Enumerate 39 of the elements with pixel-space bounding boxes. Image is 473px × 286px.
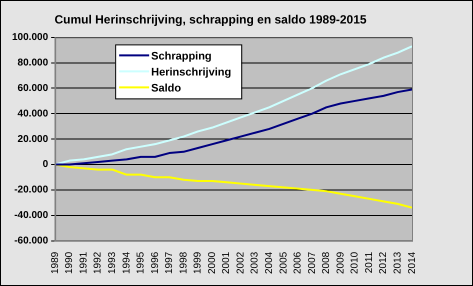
- x-tick-label: 2008: [321, 251, 332, 274]
- y-tick-label: 40.000: [18, 108, 49, 120]
- legend-label: Herinschrijving: [151, 66, 232, 78]
- x-tick-label: 1991: [78, 251, 90, 274]
- x-tick-label: 2010: [350, 251, 361, 274]
- x-tick-label: 1990: [64, 251, 76, 274]
- x-tick-label: 1993: [106, 251, 118, 274]
- x-tick-label: 1997: [164, 251, 176, 274]
- x-tick-label: 2006: [292, 251, 304, 274]
- x-tick-label: 2014: [406, 251, 418, 274]
- chart-title: Cumul Herinschrijving, schrapping en saldo 1989-2015: [54, 12, 367, 27]
- legend-label: Schrapping: [151, 50, 212, 62]
- x-tick-label: 2007: [306, 251, 318, 274]
- y-tick-label: -40.000: [14, 210, 49, 222]
- x-tick-label: 2012: [378, 251, 390, 274]
- x-tick-label: 2003: [250, 251, 261, 274]
- x-tick-label: 2005: [278, 251, 290, 274]
- x-tick-label: 2011: [364, 251, 375, 274]
- x-tick-label: 2001: [221, 251, 232, 274]
- x-tick-label: 2013: [392, 251, 404, 274]
- x-tick-label: 1992: [92, 251, 104, 274]
- x-tick-label: 1995: [136, 251, 147, 274]
- x-tick-label: 1998: [178, 251, 190, 274]
- y-tick-label: -20.000: [14, 184, 49, 196]
- x-tick-label: 2009: [335, 251, 346, 274]
- y-tick-label: 20.000: [18, 134, 49, 145]
- x-tick-label: 2002: [235, 251, 246, 274]
- x-tick-label: 2004: [264, 251, 276, 274]
- legend-label: Saldo: [151, 82, 182, 94]
- y-tick-label: 80.000: [18, 58, 49, 69]
- x-tick-label: 1994: [121, 251, 132, 274]
- y-tick-label: 0: [42, 159, 49, 170]
- x-tick-label: 1996: [150, 251, 161, 274]
- x-tick-label: 2000: [206, 251, 218, 274]
- y-tick-label: 60.000: [18, 82, 49, 94]
- y-tick-label: -60.000: [14, 236, 49, 247]
- y-tick-label: 100.000: [12, 32, 49, 44]
- x-tick-label: 1989: [50, 251, 61, 274]
- x-tick-label: 1999: [192, 251, 204, 274]
